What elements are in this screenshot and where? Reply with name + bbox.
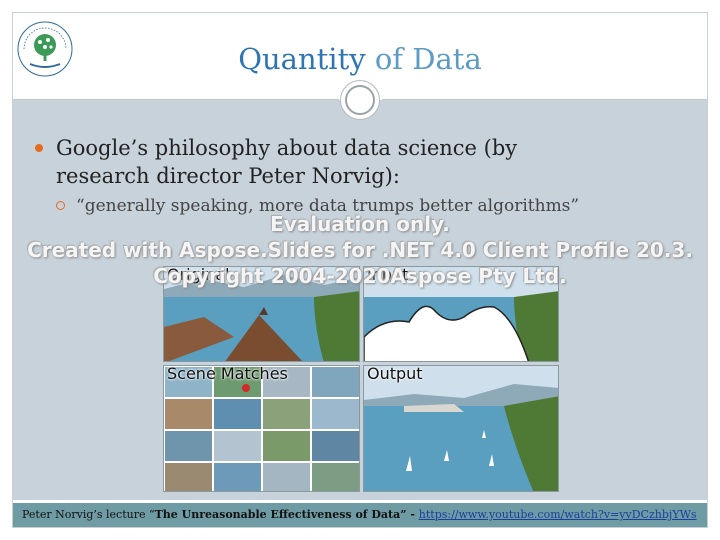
footer-bar [13,503,707,527]
slide-title: Quantity of Data [0,42,720,76]
bullet-sub: “generally speaking, more data trumps be… [56,196,656,216]
title-divider-left [13,99,339,100]
divider-circle-inner [345,85,375,115]
panel-scene-label: Scene Matches [167,365,288,383]
panel-original-label: Original [167,266,230,284]
bullet-dot-icon [35,144,43,152]
panel-output-label: Output [367,365,423,383]
panel-original: Original [163,266,360,362]
panel-scene-matches: Scene Matches [163,365,360,492]
title-divider-right [382,99,707,100]
content-area [13,100,707,500]
divider-circle [340,80,380,120]
scene-completion-figure: Original Input [163,266,559,492]
panel-input-label: Input [367,266,409,284]
title-rest: of Data [365,42,482,76]
bullet-main: Google’s philosophy about data science (… [35,134,616,190]
footer-text: Peter Norvig’s lecture “The Unreasonable… [22,508,697,521]
watermark-line2: Created with Aspose.Slides for .NET 4.0 … [27,238,693,262]
title-highlight: Quantity [238,42,366,76]
bullet-ring-icon [56,201,65,210]
bullet-main-text: Google’s philosophy about data science (… [56,136,518,188]
bullet-sub-text: “generally speaking, more data trumps be… [76,196,580,216]
footer-prefix: Peter Norvig’s lecture “ [22,508,155,521]
panel-output: Output [363,365,559,492]
watermark-line3: Copyright 2004-2020Aspose Pty Ltd. [153,264,567,288]
slide-frame [12,12,708,528]
footer-link[interactable]: https://www.youtube.com/watch?v=yvDCzhbj… [418,508,697,521]
panel-input: Input [363,266,559,362]
watermark-line1: Evaluation only. [270,212,450,236]
masked-photo [364,267,558,361]
lake-photo [164,267,359,361]
ruppin-logo [16,20,74,78]
tree-icon [17,21,73,77]
output-photo [364,366,558,491]
scene-matches-grid [165,367,359,491]
footer-lecture-title: The Unreasonable Effectiveness of Data” … [154,508,419,521]
